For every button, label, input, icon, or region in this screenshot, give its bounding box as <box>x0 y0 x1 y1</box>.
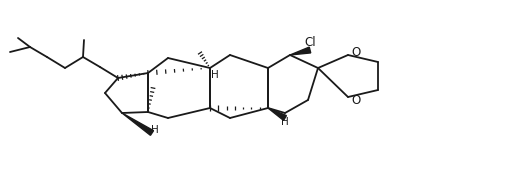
Text: H: H <box>281 117 289 127</box>
Polygon shape <box>122 113 153 135</box>
Text: H: H <box>211 70 219 80</box>
Polygon shape <box>268 108 287 120</box>
Text: O: O <box>352 46 361 59</box>
Text: Cl: Cl <box>304 36 316 49</box>
Polygon shape <box>290 47 311 55</box>
Text: O: O <box>352 94 361 106</box>
Text: H: H <box>151 125 159 135</box>
